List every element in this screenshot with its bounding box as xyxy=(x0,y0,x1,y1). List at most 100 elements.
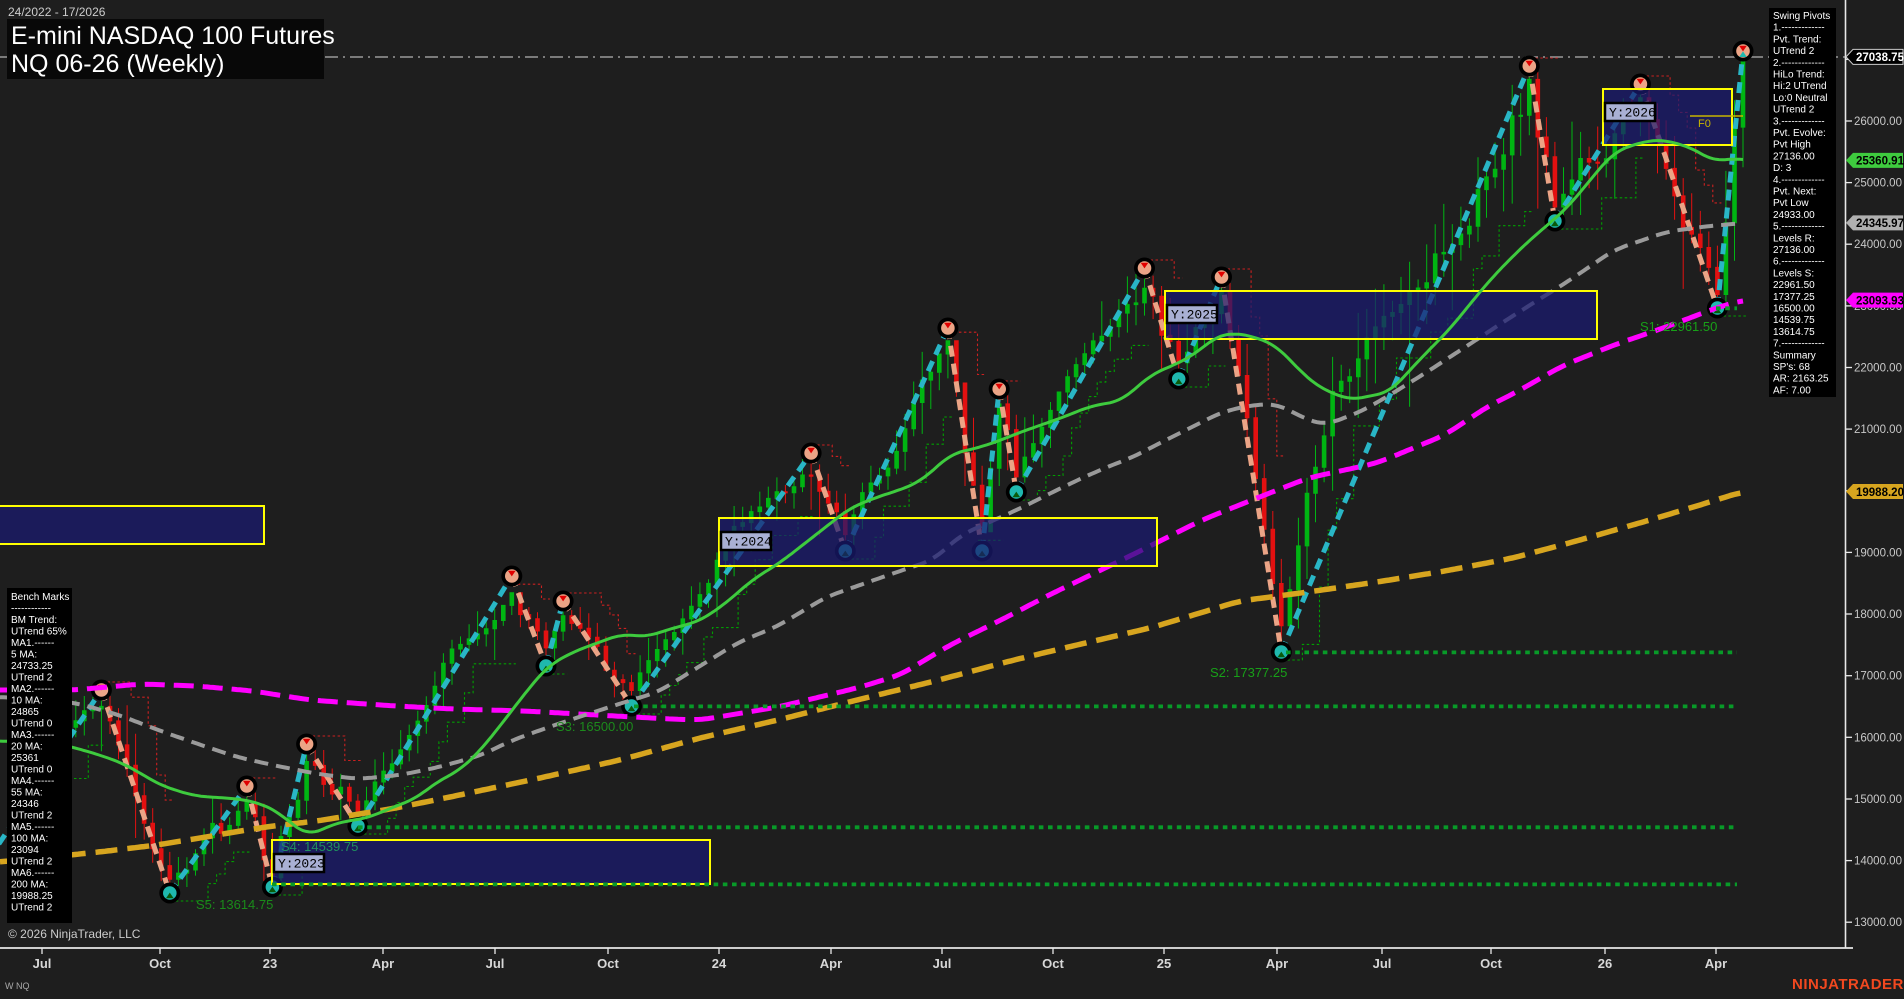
svg-text:5 MA:: 5 MA: xyxy=(11,650,37,661)
svg-text:MA6.------: MA6.------ xyxy=(11,868,54,879)
svg-text:24000.00: 24000.00 xyxy=(1854,239,1902,251)
svg-text:MA4.------: MA4.------ xyxy=(11,776,54,787)
svg-text:AF: 7.00: AF: 7.00 xyxy=(1773,385,1811,396)
svg-text:27136.00: 27136.00 xyxy=(1773,245,1815,256)
svg-text:S4: 14539.75: S4: 14539.75 xyxy=(281,839,358,854)
svg-text:Jul: Jul xyxy=(33,956,52,971)
svg-text:AR: 2163.25: AR: 2163.25 xyxy=(1773,374,1829,385)
svg-text:UTrend 2: UTrend 2 xyxy=(1773,46,1815,57)
svg-text:Pvt. Trend:: Pvt. Trend: xyxy=(1773,34,1821,45)
svg-text:17377.25: 17377.25 xyxy=(1773,292,1815,303)
svg-text:MA3.------: MA3.------ xyxy=(11,730,54,741)
svg-text:Apr: Apr xyxy=(820,956,842,971)
svg-text:23: 23 xyxy=(263,956,277,971)
svg-text:© 2026 NinjaTrader, LLC: © 2026 NinjaTrader, LLC xyxy=(8,927,141,941)
svg-text:24/2022 - 17/2026: 24/2022 - 17/2026 xyxy=(8,5,106,19)
svg-text:16000.00: 16000.00 xyxy=(1854,732,1902,744)
svg-text:BM Trend:: BM Trend: xyxy=(11,615,57,626)
svg-text:Summary: Summary xyxy=(1773,350,1816,361)
svg-text:W NQ: W NQ xyxy=(5,981,30,991)
svg-text:S5: 13614.75: S5: 13614.75 xyxy=(196,897,273,912)
svg-text:UTrend 2: UTrend 2 xyxy=(11,673,53,684)
svg-text:3.-------------: 3.------------- xyxy=(1773,116,1825,127)
svg-text:23093.93: 23093.93 xyxy=(1856,295,1904,307)
svg-text:Jul: Jul xyxy=(933,956,952,971)
svg-text:UTrend 2: UTrend 2 xyxy=(11,811,53,822)
svg-text:Bench Marks: Bench Marks xyxy=(11,592,69,603)
svg-text:Jul: Jul xyxy=(1373,956,1392,971)
svg-text:UTrend 2: UTrend 2 xyxy=(11,857,53,868)
svg-text:24733.25: 24733.25 xyxy=(11,661,53,672)
svg-text:24933.00: 24933.00 xyxy=(1773,210,1815,221)
svg-text:Y:2025: Y:2025 xyxy=(1171,308,1218,323)
svg-text:Y:2026: Y:2026 xyxy=(1609,106,1656,121)
svg-text:7.-------------: 7.------------- xyxy=(1773,339,1825,350)
svg-text:Pvt. Evolve:: Pvt. Evolve: xyxy=(1773,128,1826,139)
svg-text:MA5.------: MA5.------ xyxy=(11,822,54,833)
svg-text:27038.75: 27038.75 xyxy=(1856,52,1904,64)
svg-text:6.-------------: 6.------------- xyxy=(1773,257,1825,268)
svg-text:F0: F0 xyxy=(1698,118,1711,130)
svg-text:NQ 06-26 (Weekly): NQ 06-26 (Weekly) xyxy=(11,50,225,78)
svg-text:24: 24 xyxy=(712,956,727,971)
svg-text:Apr: Apr xyxy=(1705,956,1727,971)
svg-text:17000.00: 17000.00 xyxy=(1854,671,1902,683)
svg-text:Pvt Low: Pvt Low xyxy=(1773,198,1809,209)
svg-text:------------: ------------ xyxy=(11,604,51,615)
svg-text:23094: 23094 xyxy=(11,845,39,856)
svg-text:S3: 16500.00: S3: 16500.00 xyxy=(556,719,633,734)
svg-text:S1: 22961.50: S1: 22961.50 xyxy=(1640,319,1717,334)
svg-text:NINJATRADER: NINJATRADER xyxy=(1792,976,1904,993)
svg-text:E-mini NASDAQ 100 Futures: E-mini NASDAQ 100 Futures xyxy=(11,22,335,50)
svg-text:UTrend 2: UTrend 2 xyxy=(1773,105,1815,116)
svg-text:UTrend 2: UTrend 2 xyxy=(11,903,53,914)
svg-text:27136.00: 27136.00 xyxy=(1773,151,1815,162)
svg-text:24346: 24346 xyxy=(11,799,39,810)
svg-text:10 MA:: 10 MA: xyxy=(11,696,43,707)
svg-text:15000.00: 15000.00 xyxy=(1854,794,1902,806)
svg-text:MA2.------: MA2.------ xyxy=(11,684,54,695)
svg-text:Jul: Jul xyxy=(486,956,505,971)
svg-text:S2: 17377.25: S2: 17377.25 xyxy=(1210,665,1287,680)
svg-text:19988.25: 19988.25 xyxy=(11,891,53,902)
svg-text:14000.00: 14000.00 xyxy=(1854,856,1902,868)
svg-text:Oct: Oct xyxy=(1042,956,1064,971)
svg-text:2.-------------: 2.------------- xyxy=(1773,58,1825,69)
svg-text:Pvt High: Pvt High xyxy=(1773,140,1811,151)
svg-text:100 MA:: 100 MA: xyxy=(11,834,48,845)
svg-text:Pvt. Next:: Pvt. Next: xyxy=(1773,187,1816,198)
svg-text:22961.50: 22961.50 xyxy=(1773,280,1815,291)
svg-text:Levels S:: Levels S: xyxy=(1773,268,1814,279)
svg-text:Apr: Apr xyxy=(372,956,394,971)
svg-text:Swing Pivots: Swing Pivots xyxy=(1773,11,1830,22)
svg-text:25000.00: 25000.00 xyxy=(1854,178,1902,190)
svg-text:18000.00: 18000.00 xyxy=(1854,609,1902,621)
svg-text:24865: 24865 xyxy=(11,707,39,718)
svg-text:22000.00: 22000.00 xyxy=(1854,363,1902,375)
svg-text:D: 3: D: 3 xyxy=(1773,163,1792,174)
svg-text:24345.97: 24345.97 xyxy=(1856,218,1904,230)
svg-text:13000.00: 13000.00 xyxy=(1854,917,1902,929)
svg-text:4.-------------: 4.------------- xyxy=(1773,175,1825,186)
svg-text:25360.91: 25360.91 xyxy=(1856,156,1904,168)
svg-text:16500.00: 16500.00 xyxy=(1773,304,1815,315)
svg-text:UTrend 0: UTrend 0 xyxy=(11,719,53,730)
svg-text:Hi:2 UTrend: Hi:2 UTrend xyxy=(1773,81,1827,92)
svg-text:55 MA:: 55 MA: xyxy=(11,788,43,799)
svg-text:Levels R:: Levels R: xyxy=(1773,233,1815,244)
svg-text:Oct: Oct xyxy=(597,956,619,971)
svg-text:21000.00: 21000.00 xyxy=(1854,424,1902,436)
svg-text:13614.75: 13614.75 xyxy=(1773,327,1815,338)
svg-text:200 MA:: 200 MA: xyxy=(11,880,48,891)
svg-text:26: 26 xyxy=(1598,956,1612,971)
svg-text:Y:2024: Y:2024 xyxy=(725,535,772,550)
svg-text:14539.75: 14539.75 xyxy=(1773,315,1815,326)
svg-text:19988.20: 19988.20 xyxy=(1856,487,1904,499)
svg-text:UTrend 65%: UTrend 65% xyxy=(11,627,67,638)
svg-text:SP's: 68: SP's: 68 xyxy=(1773,362,1810,373)
svg-text:19000.00: 19000.00 xyxy=(1854,547,1902,559)
svg-text:Oct: Oct xyxy=(149,956,171,971)
svg-text:Apr: Apr xyxy=(1266,956,1288,971)
svg-text:1.-------------: 1.------------- xyxy=(1773,23,1825,34)
svg-text:25361: 25361 xyxy=(11,753,39,764)
